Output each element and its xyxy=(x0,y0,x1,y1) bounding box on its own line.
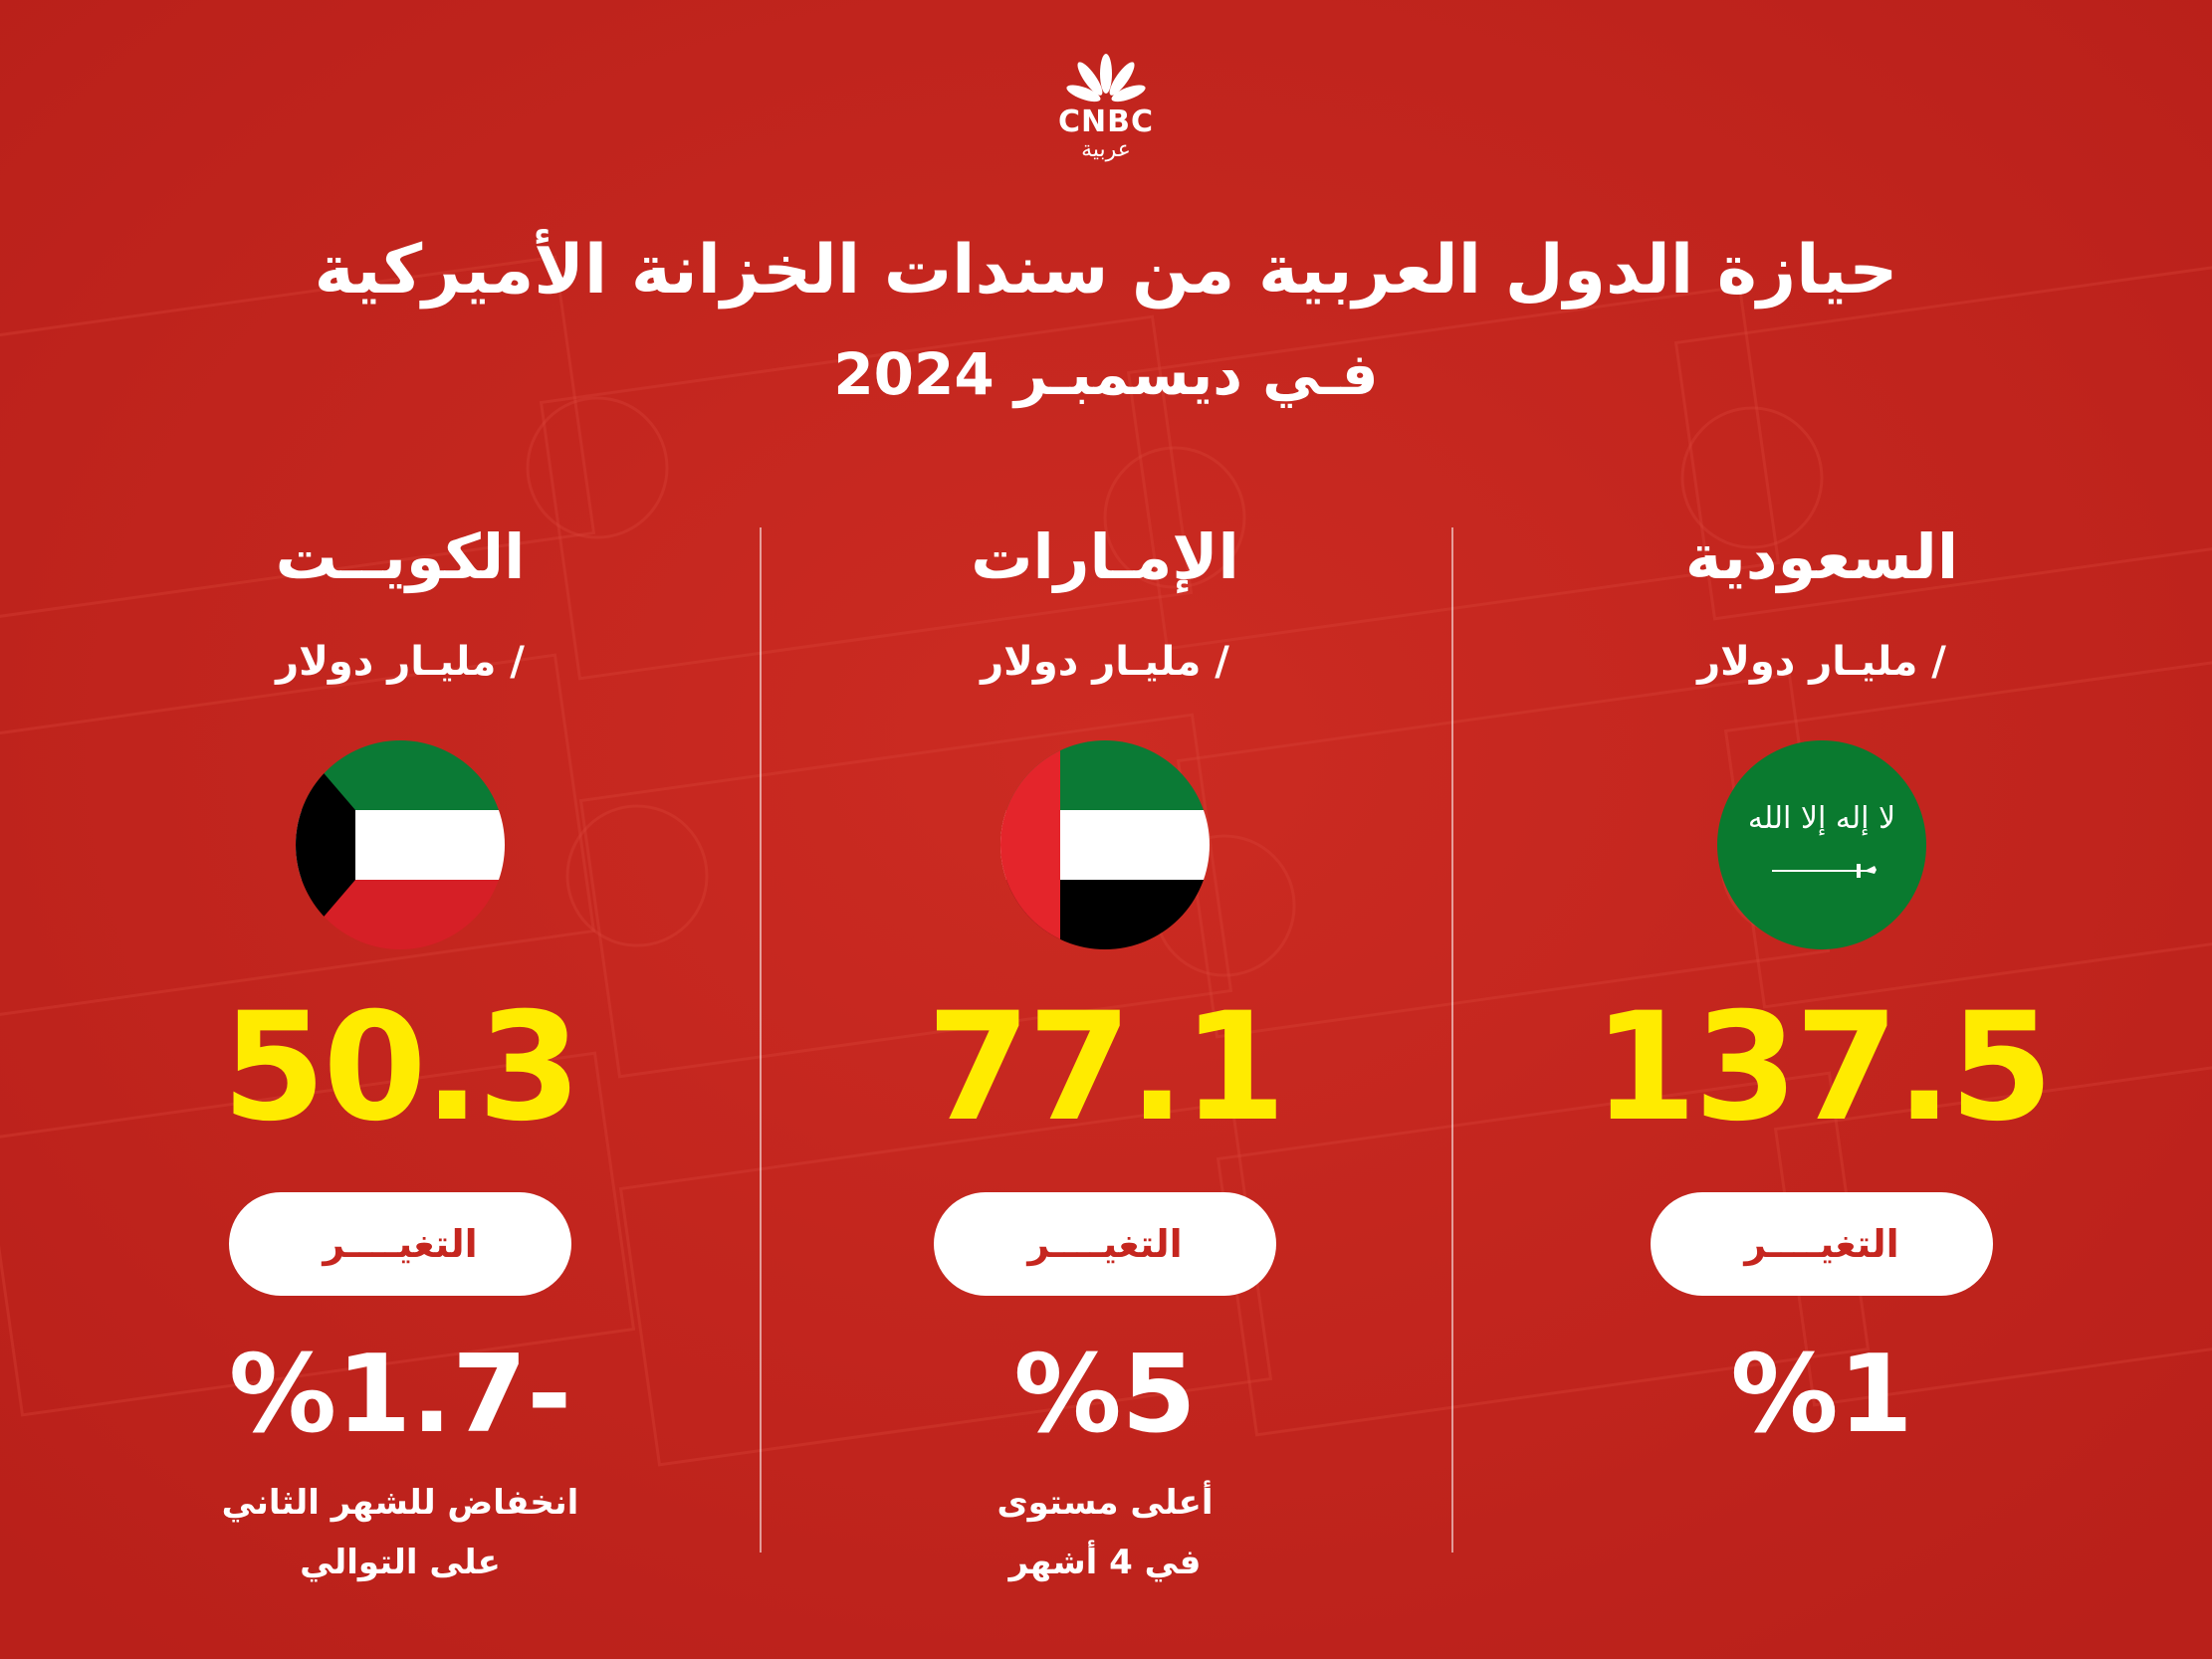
logo-text: CNBC xyxy=(1057,104,1154,139)
change-note-line1: أعلى مستوى xyxy=(996,1483,1214,1523)
change-note: انخفاض للشهر الثاني على التوالي xyxy=(121,1473,679,1592)
page-subtitle: فـي ديسمبـر 2024 xyxy=(833,340,1379,408)
change-percent: %1 xyxy=(1730,1333,1913,1457)
unit-label: / مليـار دولار xyxy=(981,639,1229,685)
country-name: السعودية xyxy=(1684,520,1959,593)
country-column-uae: الإمـارات / مليـار دولار 77.1 التغيــــر… xyxy=(826,518,1384,1592)
change-note-line2: في 4 أشهر xyxy=(1008,1543,1202,1582)
logo-subtitle: عربية xyxy=(1081,137,1131,162)
change-note: أعلى مستوى في 4 أشهر xyxy=(826,1473,1384,1592)
country-name: الكويــت xyxy=(275,520,526,593)
cnbc-arabia-logo: CNBC عربية xyxy=(1046,52,1166,171)
unit-label: / مليـار دولار xyxy=(276,639,525,685)
peacock-icon xyxy=(1066,54,1146,103)
column-divider xyxy=(1451,527,1453,1553)
holdings-value: 137.5 xyxy=(1593,981,2053,1154)
change-percent: %5 xyxy=(1013,1333,1197,1457)
holdings-value: 50.3 xyxy=(221,981,581,1154)
change-label-pill: التغيــــر xyxy=(1651,1192,1993,1296)
holdings-value: 77.1 xyxy=(926,981,1286,1154)
country-column-kuwait: الكويــت / مليـار دولار 50.3 التغيــــر … xyxy=(121,518,679,1592)
uae-flag-icon xyxy=(1000,740,1210,949)
change-label-pill: التغيــــر xyxy=(934,1192,1276,1296)
page-title: حيازة الدول العربية من سندات الخزانة الأ… xyxy=(314,231,1898,310)
unit-label: / مليـار دولار xyxy=(1697,639,1946,685)
change-percent: %1.7- xyxy=(228,1333,572,1457)
country-name: الإمـارات xyxy=(971,520,1239,593)
column-divider xyxy=(760,527,762,1553)
kuwait-flag-icon xyxy=(296,740,505,949)
svg-text:لا إله إلا الله: لا إله إلا الله xyxy=(1748,801,1895,836)
saudi-flag-icon: لا إله إلا الله xyxy=(1717,740,1926,949)
change-note-line1: انخفاض للشهر الثاني xyxy=(221,1483,579,1523)
change-note-line2: على التوالي xyxy=(300,1543,501,1582)
change-label-pill: التغيــــر xyxy=(229,1192,571,1296)
country-column-saudi: السعودية / مليـار دولار لا إله إلا الله … xyxy=(1543,518,2101,1455)
